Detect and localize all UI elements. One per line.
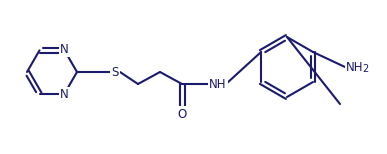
- Text: NH: NH: [209, 77, 227, 91]
- Text: 2: 2: [362, 64, 368, 74]
- Text: NH: NH: [346, 61, 364, 73]
- Text: O: O: [177, 107, 187, 120]
- Text: S: S: [111, 65, 119, 79]
- Text: N: N: [60, 88, 69, 101]
- Text: N: N: [60, 43, 69, 56]
